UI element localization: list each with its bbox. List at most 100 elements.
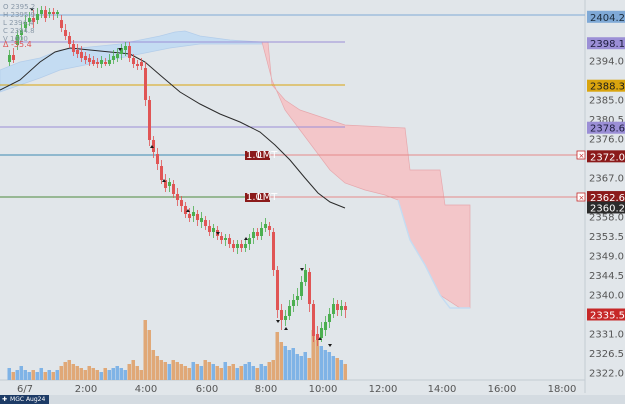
volume-bar	[255, 368, 259, 380]
close-icon: ×	[579, 194, 585, 202]
candle	[144, 62, 147, 106]
volume-bar	[303, 352, 307, 380]
price-tag-label: 2360.2	[590, 203, 625, 214]
candle	[68, 32, 71, 48]
volume-bar	[307, 358, 311, 380]
candle	[40, 6, 43, 18]
sell-marker	[276, 320, 280, 323]
volume-bar	[15, 370, 19, 380]
limit-order-2372[interactable]: 1.0 LMT	[245, 150, 278, 161]
volume-bar	[187, 368, 191, 380]
volume-bar	[191, 362, 195, 380]
volume-bar	[311, 330, 315, 380]
time-tick-label: 16:00	[488, 384, 517, 395]
candle	[64, 24, 67, 40]
candle	[132, 54, 135, 68]
volume-bar	[283, 346, 287, 380]
candle	[344, 302, 347, 318]
candle	[204, 216, 207, 230]
symbol-tab[interactable]: ✚ MGC Aug24	[0, 395, 50, 404]
volume-bar	[155, 356, 159, 380]
candle	[192, 206, 195, 222]
volume-bar	[207, 362, 211, 380]
price-tag-label: 2378.6	[590, 124, 625, 135]
bottom-bar: ✚ MGC Aug24	[0, 395, 625, 404]
candle	[272, 228, 275, 276]
candle	[72, 40, 75, 56]
candle	[160, 160, 163, 184]
volume-bar	[239, 366, 243, 380]
candle	[336, 300, 339, 316]
volume-bar	[135, 366, 139, 380]
order-type: LMT	[257, 150, 278, 161]
level-2378-tag: 2378.6	[587, 121, 625, 135]
volume-bar	[199, 366, 203, 380]
order-qty: 1.0	[246, 150, 262, 161]
level-2388-tag: 2388.3	[587, 79, 625, 93]
price-tick-label: 2349.0	[589, 252, 624, 263]
candle	[88, 54, 91, 66]
price-tick-label: 2385.0	[589, 96, 624, 107]
sell-marker	[216, 232, 220, 235]
candle	[276, 266, 279, 318]
volume-bar	[195, 364, 199, 380]
candle	[280, 304, 283, 330]
volume-bar	[227, 366, 231, 380]
candle	[56, 10, 59, 18]
candle	[196, 210, 199, 226]
candle	[244, 240, 247, 252]
limit-order-2362[interactable]: 1.0 LMT	[245, 192, 278, 203]
level-2372-tag: 2372.0	[587, 150, 625, 163]
ohlc-low: L 2394.4	[3, 19, 34, 27]
time-axis[interactable]: 6/7 2:00 4:00 6:00 8:00 10:00 12:00 14:00 16:00 1…	[17, 384, 576, 395]
volume-bar	[87, 366, 91, 380]
candle	[28, 12, 31, 26]
price-tag-label: 2404.2	[590, 13, 625, 24]
symbol-label: MGC Aug24	[10, 396, 46, 403]
price-tick-label: 2326.5	[589, 349, 624, 360]
candle	[156, 148, 159, 170]
candle	[104, 58, 107, 66]
volume-bar	[299, 356, 303, 380]
price-axis-ticks: 2394.0 2385.0 2380.5 2376.0 2367.0 2358.0 2353…	[589, 57, 624, 380]
volume-bar	[167, 364, 171, 380]
price-tick-label: 2358.0	[589, 213, 624, 224]
cancel-order-2362-button[interactable]: ×	[576, 192, 586, 202]
candle	[328, 308, 331, 328]
volume-bar	[107, 370, 111, 380]
time-tick-label: 6:00	[196, 384, 218, 395]
sell-marker	[118, 48, 122, 51]
volume-bar	[335, 358, 339, 380]
candle	[264, 218, 267, 232]
volume-bar	[31, 370, 35, 380]
candle	[16, 30, 19, 50]
candle	[140, 58, 143, 70]
candle	[288, 300, 291, 320]
candle	[220, 232, 223, 244]
candle	[256, 228, 259, 240]
volume-bar	[279, 342, 283, 380]
buy-marker	[150, 145, 154, 148]
volume-bar	[243, 364, 247, 380]
moving-average-line	[0, 47, 346, 209]
cancel-order-2372-button[interactable]: ×	[576, 150, 586, 160]
volume-bar	[47, 370, 51, 380]
volume-bar	[83, 370, 87, 380]
volume-bar	[143, 320, 147, 380]
candle	[100, 56, 103, 68]
candle	[168, 178, 171, 192]
candle	[136, 60, 139, 70]
volume-bar	[115, 366, 119, 380]
candle	[324, 316, 327, 336]
candle	[228, 234, 231, 248]
candle	[116, 48, 119, 62]
sell-marker	[328, 344, 332, 347]
volume-bar	[123, 370, 127, 380]
order-qty: 1.0	[246, 192, 262, 203]
candle	[296, 288, 299, 306]
candle	[92, 56, 95, 66]
candle	[260, 222, 263, 240]
delta-value: Δ -55.4	[3, 40, 32, 49]
